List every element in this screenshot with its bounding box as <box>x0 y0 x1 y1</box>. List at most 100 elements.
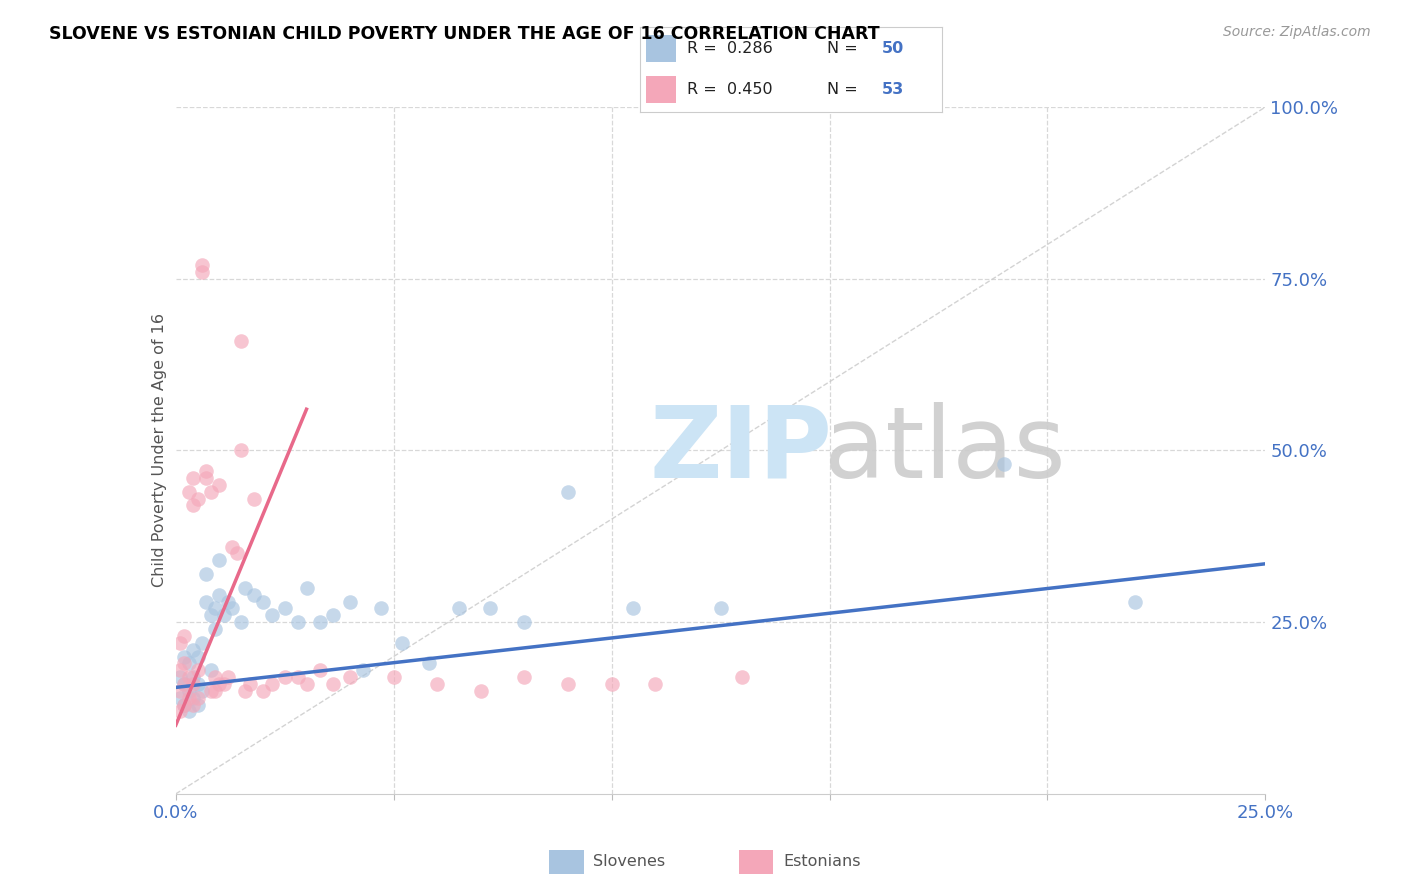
Point <box>208 553 231 567</box>
Point <box>478 601 501 615</box>
Point <box>204 622 226 636</box>
Point <box>177 670 200 684</box>
Point <box>177 657 200 671</box>
Point <box>274 601 297 615</box>
Point <box>308 663 330 677</box>
Point <box>260 608 283 623</box>
Text: SLOVENE VS ESTONIAN CHILD POVERTY UNDER THE AGE OF 16 CORRELATION CHART: SLOVENE VS ESTONIAN CHILD POVERTY UNDER … <box>49 25 880 43</box>
Text: Estonians: Estonians <box>783 855 860 869</box>
Point <box>710 601 733 615</box>
Point <box>235 683 257 698</box>
Point <box>200 484 222 499</box>
Point <box>1123 594 1146 608</box>
Point <box>186 698 209 712</box>
Point <box>169 683 191 698</box>
Point <box>173 677 195 691</box>
Point <box>557 677 579 691</box>
Point <box>177 690 200 705</box>
Point <box>339 670 361 684</box>
Point <box>470 683 492 698</box>
Point <box>731 670 754 684</box>
Point <box>426 677 449 691</box>
Point <box>200 683 222 698</box>
Point <box>177 683 200 698</box>
Point <box>231 334 253 348</box>
Point <box>557 484 579 499</box>
Point <box>621 601 644 615</box>
Point <box>200 663 222 677</box>
Point <box>208 677 231 691</box>
Point <box>181 677 204 691</box>
Point <box>391 636 413 650</box>
Point <box>295 677 318 691</box>
Point <box>169 690 191 705</box>
Point <box>287 615 309 630</box>
Point <box>181 471 204 485</box>
Point <box>243 491 266 506</box>
Text: N =: N = <box>827 82 863 97</box>
Point <box>260 677 283 691</box>
Point <box>181 670 204 684</box>
Text: Slovenes: Slovenes <box>593 855 665 869</box>
Point <box>212 677 235 691</box>
Point <box>173 649 195 664</box>
Text: R =  0.286: R = 0.286 <box>686 41 772 56</box>
Text: R =  0.450: R = 0.450 <box>686 82 772 97</box>
Point <box>243 588 266 602</box>
Point <box>169 663 191 677</box>
Point <box>217 594 239 608</box>
Point <box>204 670 226 684</box>
Point <box>191 683 214 698</box>
Point <box>274 670 297 684</box>
Point <box>221 540 243 554</box>
Point <box>287 670 309 684</box>
Point <box>208 478 231 492</box>
Point <box>173 629 195 643</box>
Point <box>221 601 243 615</box>
FancyBboxPatch shape <box>740 850 773 873</box>
Point <box>339 594 361 608</box>
Text: atlas: atlas <box>824 402 1066 499</box>
Point <box>993 457 1015 471</box>
Point <box>177 484 200 499</box>
Point <box>173 698 195 712</box>
Point <box>173 657 195 671</box>
Point <box>186 491 209 506</box>
Point <box>235 581 257 595</box>
Point <box>418 657 440 671</box>
Text: Source: ZipAtlas.com: Source: ZipAtlas.com <box>1223 25 1371 39</box>
Point <box>322 608 344 623</box>
Point <box>169 705 191 719</box>
Point <box>600 677 623 691</box>
Point <box>295 581 318 595</box>
Point <box>177 705 200 719</box>
Point <box>212 608 235 623</box>
Point <box>195 567 218 582</box>
Point <box>186 649 209 664</box>
Point <box>644 677 666 691</box>
FancyBboxPatch shape <box>550 850 583 873</box>
Point <box>352 663 374 677</box>
Point <box>382 670 405 684</box>
Point <box>231 615 253 630</box>
Point <box>186 690 209 705</box>
Point <box>173 698 195 712</box>
Point <box>208 588 231 602</box>
Point <box>322 677 344 691</box>
Point <box>217 670 239 684</box>
Point <box>186 663 209 677</box>
Point <box>204 683 226 698</box>
Point <box>181 690 204 705</box>
FancyBboxPatch shape <box>645 76 676 103</box>
Text: ZIP: ZIP <box>650 402 832 499</box>
Point <box>181 698 204 712</box>
Point <box>225 546 247 561</box>
Point <box>191 265 214 279</box>
Point <box>513 670 536 684</box>
Point <box>252 683 274 698</box>
Point <box>195 471 218 485</box>
Point <box>191 258 214 272</box>
Point <box>173 677 195 691</box>
Point <box>195 464 218 478</box>
Point <box>181 499 204 513</box>
